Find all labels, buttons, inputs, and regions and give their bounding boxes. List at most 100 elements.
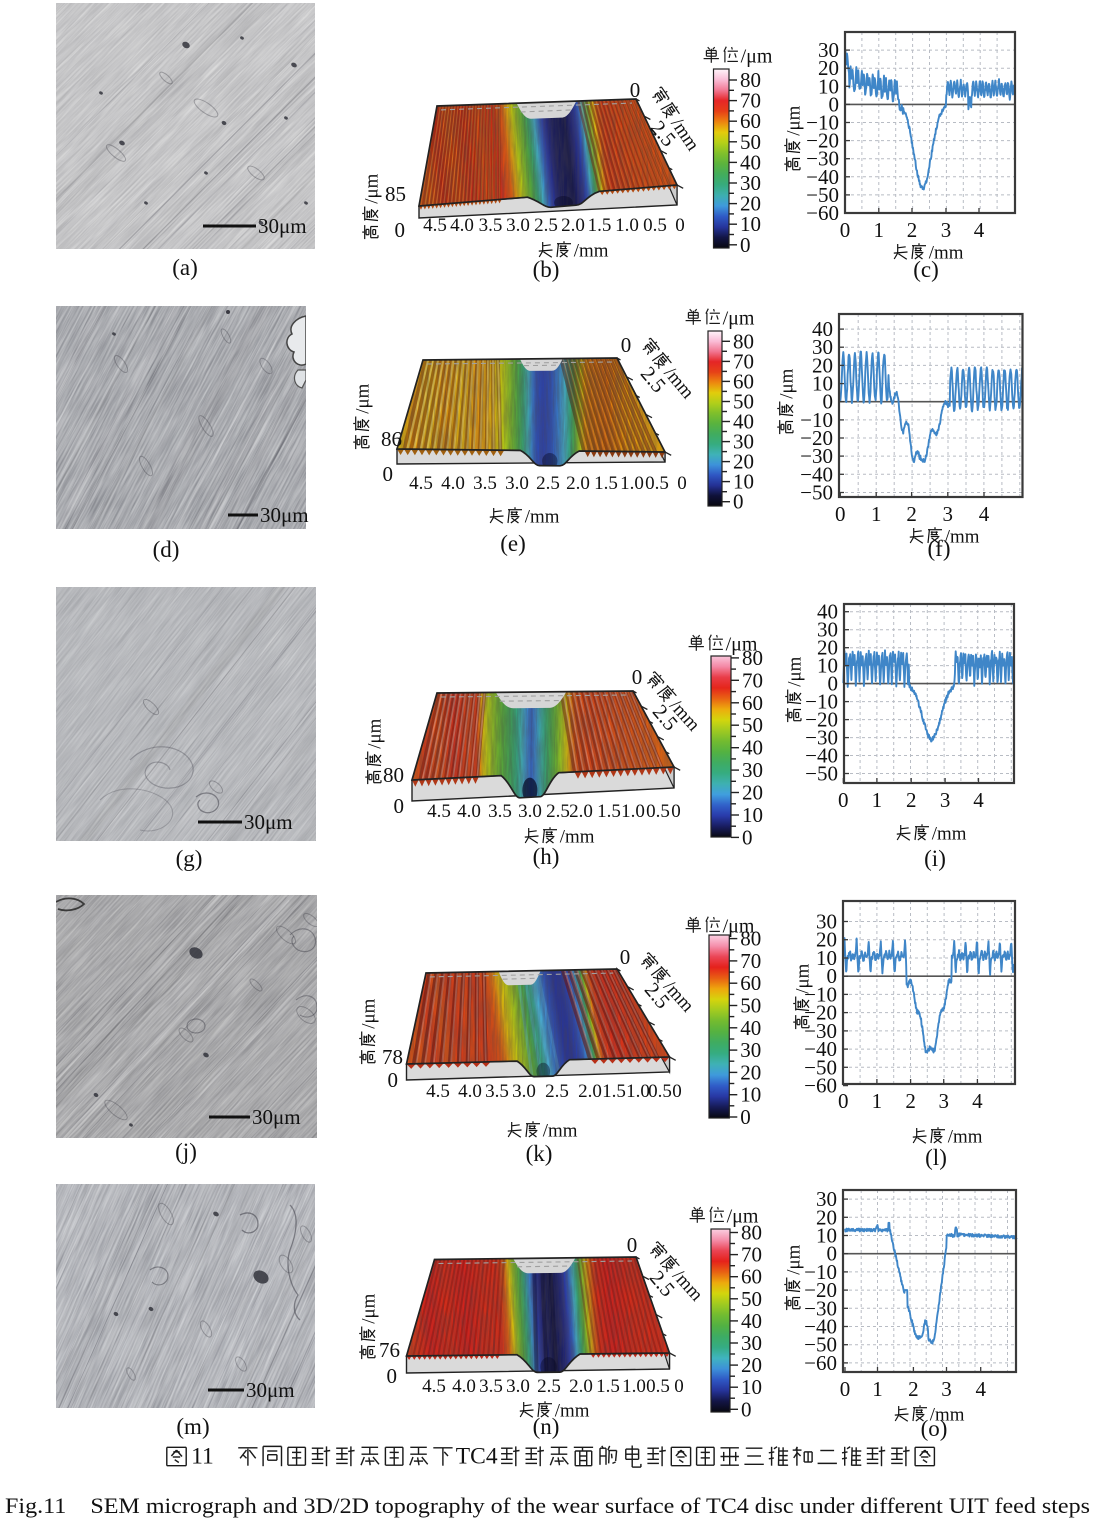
svg-text:0: 0 <box>387 1364 398 1388</box>
svg-text:10: 10 <box>740 212 761 236</box>
svg-text:/mm: /mm <box>543 1120 578 1141</box>
svg-text:30μm: 30μm <box>244 810 293 834</box>
svg-text:30: 30 <box>740 1038 761 1062</box>
svg-text:40: 40 <box>740 1016 761 1040</box>
svg-text:3.5: 3.5 <box>488 801 512 822</box>
svg-text:/μm: /μm <box>741 46 773 68</box>
svg-text:3: 3 <box>940 788 951 812</box>
svg-text:4: 4 <box>972 1089 983 1113</box>
svg-text:1: 1 <box>872 1089 883 1113</box>
svg-text:/μm: /μm <box>727 1206 759 1228</box>
svg-text:0: 0 <box>674 1376 684 1397</box>
svg-text:0: 0 <box>621 333 632 357</box>
svg-text:20: 20 <box>733 450 754 474</box>
svg-text:30: 30 <box>816 1187 837 1211</box>
svg-text:1.5: 1.5 <box>602 1081 626 1102</box>
svg-text:0: 0 <box>835 502 846 526</box>
svg-text:30: 30 <box>741 1331 762 1355</box>
svg-text:0: 0 <box>840 1377 851 1401</box>
svg-text:−10: −10 <box>805 690 838 714</box>
svg-text:20: 20 <box>741 1353 762 1377</box>
svg-text:0: 0 <box>838 1089 849 1113</box>
svg-text:4.5: 4.5 <box>423 215 447 236</box>
svg-text:2.0: 2.0 <box>561 215 585 236</box>
svg-text:0: 0 <box>740 233 751 257</box>
svg-text:20: 20 <box>816 928 837 952</box>
svg-text:1: 1 <box>871 502 882 526</box>
svg-text:(f): (f) <box>928 536 951 561</box>
svg-text:70: 70 <box>741 1243 762 1267</box>
svg-text:/μm: /μm <box>723 916 755 938</box>
svg-text:−40: −40 <box>806 165 839 189</box>
svg-text:−30: −30 <box>804 1296 837 1320</box>
svg-text:−10: −10 <box>806 111 839 135</box>
svg-text:0: 0 <box>627 1233 638 1257</box>
svg-text:4.0: 4.0 <box>457 801 481 822</box>
svg-text:4.0: 4.0 <box>441 473 465 494</box>
svg-text:−30: −30 <box>806 147 839 171</box>
svg-text:−50: −50 <box>804 1055 837 1079</box>
svg-text:/mm: /mm <box>948 1126 983 1147</box>
svg-text:20: 20 <box>742 781 763 805</box>
svg-text:10: 10 <box>742 803 763 827</box>
svg-text:3.0: 3.0 <box>506 215 530 236</box>
svg-text:0.5: 0.5 <box>645 473 669 494</box>
svg-text:/mm: /mm <box>555 1400 590 1421</box>
svg-text:40: 40 <box>741 1309 762 1333</box>
svg-text:0: 0 <box>829 92 840 116</box>
svg-text:(g): (g) <box>176 846 203 871</box>
svg-text:0: 0 <box>840 218 851 242</box>
svg-text:50: 50 <box>733 390 754 414</box>
svg-text:0: 0 <box>395 218 406 242</box>
svg-text:/μm: /μm <box>726 634 758 656</box>
svg-text:0: 0 <box>827 1242 838 1266</box>
svg-text:30μm: 30μm <box>246 1378 295 1402</box>
svg-text:0: 0 <box>827 964 838 988</box>
svg-text:78: 78 <box>382 1045 403 1069</box>
svg-text:80: 80 <box>742 646 763 670</box>
svg-text:−40: −40 <box>800 462 833 486</box>
svg-text:/μm: /μm <box>364 718 385 748</box>
svg-text:80: 80 <box>740 68 761 92</box>
svg-text:−60: −60 <box>806 201 839 225</box>
svg-text:2.0: 2.0 <box>569 801 593 822</box>
svg-text:50: 50 <box>740 994 761 1018</box>
svg-text:/mm: /mm <box>560 826 595 847</box>
svg-text:10: 10 <box>733 470 754 494</box>
svg-text:−50: −50 <box>800 481 833 505</box>
svg-text:3.5: 3.5 <box>479 1376 503 1397</box>
svg-text:4: 4 <box>973 788 984 812</box>
svg-text:4.0: 4.0 <box>450 215 474 236</box>
svg-text:/mm: /mm <box>929 242 964 263</box>
svg-text:40: 40 <box>817 600 838 624</box>
svg-text:50: 50 <box>742 713 763 737</box>
svg-text:86: 86 <box>381 427 402 451</box>
svg-text:−20: −20 <box>800 426 833 450</box>
svg-text:/mm: /mm <box>930 1404 965 1425</box>
svg-text:/μm: /μm <box>352 383 373 413</box>
svg-text:0: 0 <box>741 1397 752 1421</box>
svg-text:3.0: 3.0 <box>512 1081 536 1102</box>
svg-text:0: 0 <box>823 390 834 414</box>
svg-text:4.5: 4.5 <box>426 1081 450 1102</box>
svg-text:2.0: 2.0 <box>566 473 590 494</box>
svg-text:0.5: 0.5 <box>648 1081 672 1102</box>
svg-text:1: 1 <box>874 218 885 242</box>
svg-text:10: 10 <box>740 1083 761 1107</box>
svg-text:/μm: /μm <box>361 173 382 203</box>
svg-text:20: 20 <box>740 1060 761 1084</box>
svg-text:30μm: 30μm <box>258 214 307 238</box>
svg-text:2: 2 <box>906 788 917 812</box>
svg-text:3: 3 <box>941 218 952 242</box>
svg-text:30: 30 <box>742 758 763 782</box>
svg-text:0.5: 0.5 <box>646 801 670 822</box>
svg-text:0: 0 <box>742 825 753 849</box>
svg-text:0: 0 <box>388 1068 399 1092</box>
svg-text:10: 10 <box>812 372 833 396</box>
svg-text:4: 4 <box>974 218 985 242</box>
svg-text:80: 80 <box>383 763 404 787</box>
svg-text:(o): (o) <box>921 1416 948 1441</box>
svg-text:70: 70 <box>742 668 763 692</box>
svg-text:80: 80 <box>741 1221 762 1245</box>
svg-text:2.5: 2.5 <box>545 1081 569 1102</box>
